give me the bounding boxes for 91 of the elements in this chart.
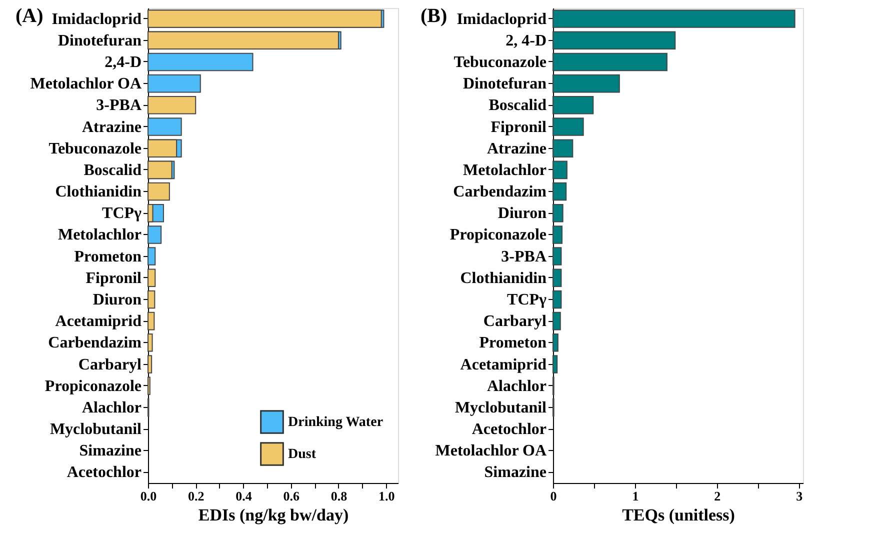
y-tick-label: Propiconazole <box>44 378 142 395</box>
bar <box>148 52 254 72</box>
y-tick-label: Boscalid <box>488 97 547 114</box>
bar <box>552 160 568 180</box>
bar <box>552 96 594 114</box>
x-tick-label: 0.0 <box>140 488 157 504</box>
y-tick-label: Dinotefuran <box>462 76 547 93</box>
bar <box>148 312 155 330</box>
y-tick-label: Clothianidin <box>55 184 142 201</box>
y-tick-label: Acetamiprid <box>55 313 142 330</box>
x-axis-title: EDIs (ng/kg bw/day) <box>198 506 349 524</box>
x-tick-label: 0.2 <box>188 488 204 504</box>
y-tick-label: Acetochlor <box>472 421 546 438</box>
bar <box>148 31 339 50</box>
chart-title: (A) <box>15 5 44 27</box>
y-tick-label: Simazine <box>79 442 142 460</box>
bar <box>552 204 564 222</box>
x-axis-title: TEQs (unitless) <box>622 506 735 524</box>
y-tick-label: Acetamiprid <box>460 356 547 374</box>
bar <box>148 118 182 136</box>
bar <box>552 74 620 93</box>
y-tick-label: Fipronil <box>86 270 142 287</box>
y-tick-label: Diuron <box>498 205 547 222</box>
bar <box>552 334 558 352</box>
y-tick-label: Atrazine <box>82 118 142 136</box>
y-tick-label: Carbaryl <box>78 356 142 374</box>
y-tick-label: Boscalid <box>84 162 142 179</box>
bar <box>552 268 562 288</box>
y-tick-label: Dinotefuran <box>58 32 142 50</box>
y-tick-label: Imidacloprid <box>52 10 142 28</box>
legend-label: Drinking Water <box>288 415 384 430</box>
y-tick-label: Atrazine <box>486 140 546 158</box>
bar <box>552 312 561 330</box>
y-tick-label: Diuron <box>92 291 142 308</box>
bar <box>148 355 152 374</box>
y-tick-label: Tebuconazole <box>454 54 546 71</box>
y-tick-label: Myclobutanil <box>50 421 142 438</box>
x-tick-label: 2 <box>714 488 721 504</box>
y-tick-label: Metolachlor OA <box>435 442 547 460</box>
y-tick-label: 3-PBA <box>501 248 547 266</box>
y-tick-label: Metolachlor <box>58 226 142 244</box>
x-tick-label: 1 <box>632 488 639 504</box>
bar <box>148 290 156 309</box>
x-tick-label: 0.6 <box>283 488 300 504</box>
x-tick-label: 1.0 <box>378 488 395 504</box>
chart-title: (B) <box>420 5 448 27</box>
y-tick-label: Carbendazim <box>453 184 548 201</box>
legend-label: Dust <box>288 447 316 462</box>
y-tick-label: 2,4-D <box>104 54 142 71</box>
bar <box>148 226 162 244</box>
bar <box>148 268 156 288</box>
bar <box>148 247 156 266</box>
bar <box>552 139 574 158</box>
bar <box>148 334 153 352</box>
bar <box>552 290 562 309</box>
x-tick-label: 0 <box>550 488 557 504</box>
y-tick-label: Prometon <box>74 248 142 266</box>
bar <box>148 182 170 201</box>
bar <box>552 247 562 266</box>
y-tick-label: TCPγ <box>102 205 142 222</box>
y-tick-label: Fipronil <box>490 118 548 136</box>
bar <box>148 10 382 28</box>
y-tick-label: Myclobutanil <box>454 399 548 416</box>
bar <box>148 74 201 93</box>
y-tick-label: Clothianidin <box>460 270 547 287</box>
y-tick-label: TCPγ <box>507 291 548 308</box>
x-tick-label: 0.8 <box>330 488 348 504</box>
y-tick-label: Tebuconazole <box>48 140 142 158</box>
y-tick-label: Propiconazole <box>450 226 546 244</box>
bar <box>552 31 676 50</box>
bar <box>552 118 584 136</box>
y-tick-label: Simazine <box>484 464 546 482</box>
y-tick-label: Metolachlor <box>462 162 546 179</box>
bar <box>148 96 196 114</box>
y-tick-label: Carbendazim <box>48 334 142 352</box>
bar <box>552 355 558 374</box>
y-tick-label: Prometon <box>479 334 547 352</box>
bar <box>552 226 563 244</box>
x-tick-label: 3 <box>796 488 804 504</box>
y-tick-label: Metolachlor OA <box>30 76 142 93</box>
bar <box>552 182 567 201</box>
y-tick-label: 2, 4-D <box>506 32 546 50</box>
y-tick-label: Alachlor <box>486 378 546 395</box>
bar <box>552 52 668 72</box>
bar <box>552 10 796 28</box>
x-tick-label: 0.4 <box>236 488 252 504</box>
y-tick-label: Acetochlor <box>66 464 142 482</box>
y-tick-label: Alachlor <box>82 399 142 416</box>
y-tick-label: 3-PBA <box>96 97 142 114</box>
y-tick-label: Carbaryl <box>483 313 548 330</box>
y-tick-label: Imidacloprid <box>456 10 547 28</box>
